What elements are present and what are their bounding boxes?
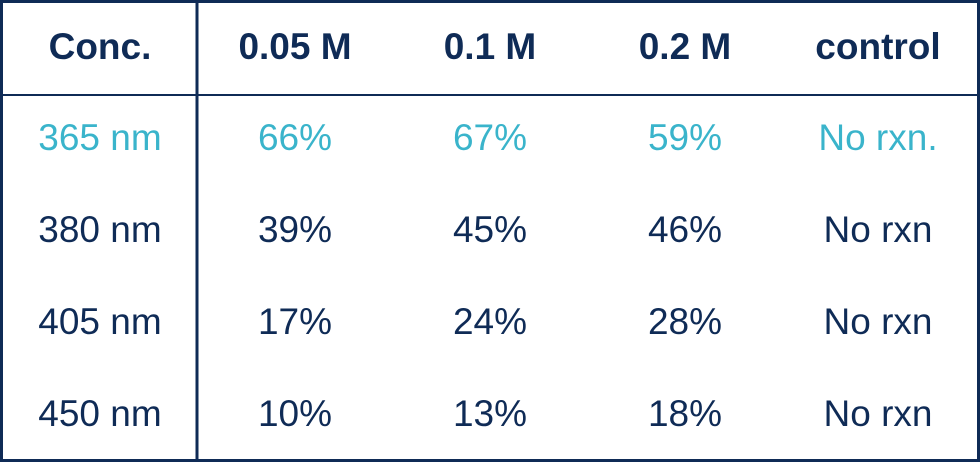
header-cell: 0.2 M <box>639 26 732 67</box>
cell: 66% <box>258 117 332 158</box>
header-cell: 0.05 M <box>238 26 351 67</box>
header-cell: Conc. <box>49 26 152 67</box>
header-cell: 0.1 M <box>444 26 537 67</box>
cell: 17% <box>258 301 332 342</box>
cell: 59% <box>648 117 722 158</box>
row-label: 365 nm <box>38 117 161 158</box>
row-label: 450 nm <box>38 393 161 434</box>
row-label: 405 nm <box>38 301 161 342</box>
row-label: 380 nm <box>38 209 161 250</box>
cell: 45% <box>453 209 527 250</box>
cell: 10% <box>258 393 332 434</box>
cell: 18% <box>648 393 722 434</box>
cell: 24% <box>453 301 527 342</box>
cell: No rxn <box>824 393 933 434</box>
cell: 46% <box>648 209 722 250</box>
cell: 28% <box>648 301 722 342</box>
cell: No rxn <box>824 301 933 342</box>
cell: No rxn <box>824 209 933 250</box>
header-cell: control <box>815 26 940 67</box>
cell: 67% <box>453 117 527 158</box>
cell: No rxn. <box>818 117 937 158</box>
cell: 13% <box>453 393 527 434</box>
cell: 39% <box>258 209 332 250</box>
